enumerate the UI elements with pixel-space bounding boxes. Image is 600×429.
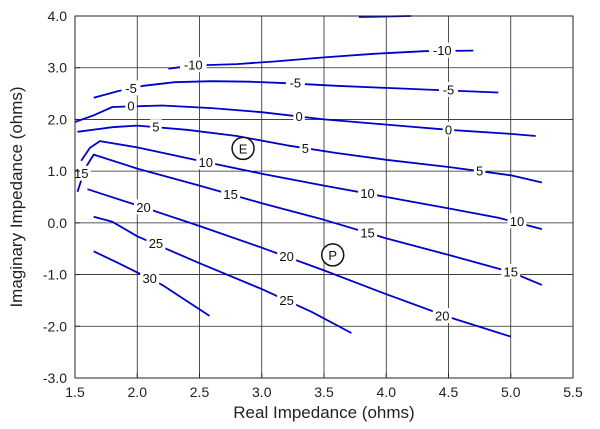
y-tick-label: 4.0	[48, 8, 68, 24]
contour-label: -10	[433, 43, 452, 58]
contour-label-background	[150, 119, 162, 135]
contour-label-background	[439, 81, 458, 97]
y-tick-label: -2.0	[43, 318, 67, 334]
x-tick-label: 4.5	[439, 384, 459, 400]
y-tick-label: 1.0	[48, 163, 68, 179]
y-axis-title: Imaginary Impedance (ohms)	[7, 86, 26, 307]
contour-label-background	[285, 75, 305, 91]
contour-label: 15	[504, 264, 518, 279]
contour-label: 5	[302, 141, 309, 156]
contour-label-background	[299, 140, 312, 156]
contour-label-background	[501, 263, 521, 279]
contour-label-background	[473, 163, 486, 179]
contour-label-background	[140, 270, 160, 286]
marker-label-P: P	[328, 248, 337, 263]
contour-label: 5	[476, 164, 483, 179]
contour-label-background	[146, 235, 166, 251]
contour-label-background	[196, 154, 216, 170]
contour-label: 0	[295, 109, 302, 124]
contour-label: 10	[510, 214, 524, 229]
contour-line--10	[205, 49, 474, 66]
contour-line-10	[80, 140, 543, 230]
contour-label: -5	[290, 76, 302, 91]
contour-label-background	[277, 292, 297, 308]
contour-label: 25	[279, 293, 293, 308]
contour-label-background	[221, 186, 241, 202]
contour-line-5	[77, 124, 543, 184]
contour-label: 10	[360, 186, 374, 201]
contour-label-background	[358, 225, 378, 241]
contour-line-0	[74, 104, 536, 137]
contour-label: 20	[279, 249, 293, 264]
x-tick-label: 2.5	[190, 384, 210, 400]
contour-label: 15	[74, 166, 88, 181]
contour-line-25	[93, 215, 352, 334]
x-tick-label: 4.0	[377, 384, 397, 400]
x-axis-title: Real Impedance (ohms)	[233, 403, 414, 422]
contour-label: 10	[198, 155, 212, 170]
marker-circle-E	[231, 136, 255, 161]
contour-label: 20	[136, 200, 150, 215]
contour-label: 5	[152, 120, 159, 135]
contour-label: -5	[443, 82, 455, 97]
contour-label: 25	[149, 236, 163, 251]
y-tick-label: 2.0	[48, 111, 68, 127]
contour-label: 15	[360, 226, 374, 241]
contour-label: 20	[435, 308, 449, 323]
contour-label: 0	[445, 122, 452, 137]
contour-label-background	[180, 57, 207, 73]
contour-label-background	[277, 248, 297, 264]
contour-label: 15	[223, 187, 237, 202]
x-tick-label: 3.0	[252, 384, 272, 400]
contour-label-background	[507, 213, 527, 229]
contour-label-background	[358, 185, 378, 201]
contour-label-background	[442, 121, 455, 137]
contour-line-15	[76, 153, 543, 286]
contour-label-background	[293, 108, 305, 124]
point-markers: EP	[231, 136, 345, 267]
y-tick-label: -1.0	[43, 267, 67, 283]
contour-label-background	[429, 42, 456, 58]
contour-labels: -10 -10 -5 -5 -5 0 0 0 5 5 5 10 10 10 15 15 15 15 20 20 20 25…	[71, 42, 527, 323]
y-tick-label: -3.0	[43, 370, 67, 386]
axis-ticks: 1.5 2.0 2.5 3.0 3.5 4.0 4.5 5.0 5.5 -3.0 -2.0 -1.0 0…	[43, 8, 583, 400]
contour-label-background	[133, 199, 153, 215]
marker-circle-P	[320, 243, 345, 267]
contour-label-background	[121, 80, 141, 96]
contour-label-background	[125, 97, 137, 113]
contour-label: -5	[125, 81, 137, 96]
contour-label-background	[71, 165, 91, 181]
contour-label: 30	[142, 271, 156, 286]
contour-label: -10	[184, 58, 203, 73]
marker-label-E: E	[239, 141, 248, 156]
contour-label: 0	[127, 98, 134, 113]
x-tick-label: 3.5	[314, 384, 334, 400]
contour-label-background	[432, 307, 452, 323]
y-tick-label: 3.0	[48, 60, 68, 76]
x-tick-label: 5.5	[563, 384, 583, 400]
y-tick-label: 0.0	[48, 215, 68, 231]
x-tick-label: 5.0	[501, 384, 521, 400]
x-tick-label: 1.5	[65, 384, 85, 400]
x-tick-label: 2.0	[128, 384, 148, 400]
